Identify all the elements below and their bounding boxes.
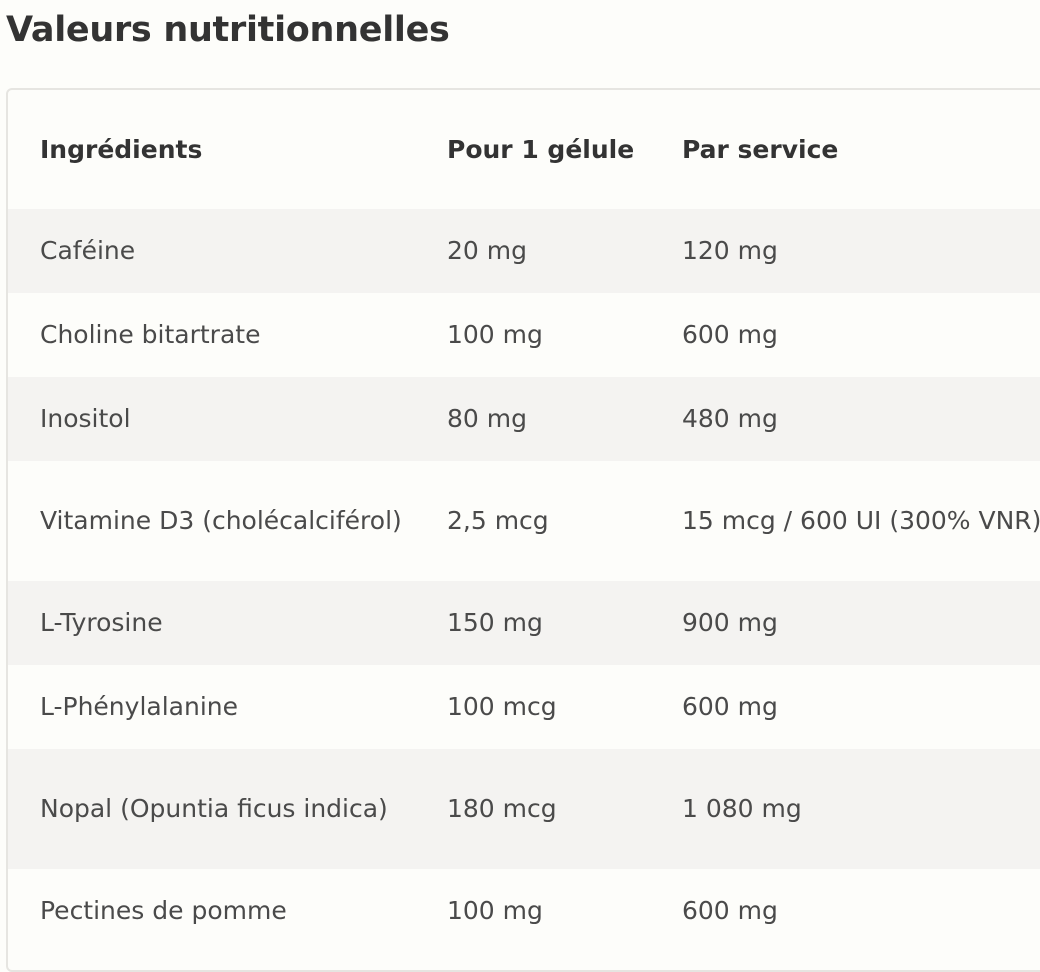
cell-ingredient: Pectines de pomme (40, 896, 287, 925)
cell-per-capsule: 100 mcg (447, 692, 557, 721)
table-row: L-Tyrosine 150 mg 900 mg (8, 581, 1040, 665)
cell-ingredient: L-Tyrosine (40, 608, 163, 637)
cell-per-serving: 15 mcg / 600 UI (300% VNR) (682, 506, 1040, 535)
cell-ingredient: Caféine (40, 236, 136, 265)
page-title: Valeurs nutritionnelles (6, 10, 450, 50)
cell-per-serving: 480 mg (682, 404, 778, 433)
header-ingredients: Ingrédients (40, 134, 203, 164)
table-row: Pectines de pomme 100 mg 600 mg (8, 869, 1040, 953)
table-row: L-Phénylalanine 100 mcg 600 mg (8, 665, 1040, 749)
cell-per-capsule: 20 mg (447, 236, 527, 265)
cell-per-serving: 1 080 mg (682, 794, 802, 823)
cell-per-serving: 120 mg (682, 236, 778, 265)
cell-ingredient: Vitamine D3 (cholécalciférol) (40, 506, 402, 535)
cell-per-capsule: 100 mg (447, 320, 543, 349)
cell-ingredient: Inositol (40, 404, 131, 433)
cell-per-serving: 600 mg (682, 692, 778, 721)
cell-per-capsule: 80 mg (447, 404, 527, 433)
table-row: Choline bitartrate 100 mg 600 mg (8, 293, 1040, 377)
header-per-serving: Par service (682, 134, 839, 164)
nutrition-table-card: Ingrédients Pour 1 gélule Par service Ca… (6, 88, 1040, 972)
cell-ingredient: Choline bitartrate (40, 320, 261, 349)
cell-per-capsule: 100 mg (447, 896, 543, 925)
table-header-row: Ingrédients Pour 1 gélule Par service (8, 90, 1040, 209)
table-row: Inositol 80 mg 480 mg (8, 377, 1040, 461)
cell-per-serving: 900 mg (682, 608, 778, 637)
cell-per-serving: 600 mg (682, 320, 778, 349)
cell-ingredient: Nopal (Opuntia ficus indica) (40, 794, 388, 823)
table-row: Caféine 20 mg 120 mg (8, 209, 1040, 293)
cell-per-capsule: 150 mg (447, 608, 543, 637)
cell-per-serving: 600 mg (682, 896, 778, 925)
cell-per-capsule: 180 mcg (447, 794, 557, 823)
table-row: Nopal (Opuntia ficus indica) 180 mcg 1 0… (8, 749, 1040, 869)
header-per-capsule: Pour 1 gélule (447, 134, 635, 164)
cell-per-capsule: 2,5 mcg (447, 506, 549, 535)
cell-ingredient: L-Phénylalanine (40, 692, 238, 721)
nutrition-table: Ingrédients Pour 1 gélule Par service Ca… (8, 90, 1040, 953)
table-row: Vitamine D3 (cholécalciférol) 2,5 mcg 15… (8, 461, 1040, 581)
